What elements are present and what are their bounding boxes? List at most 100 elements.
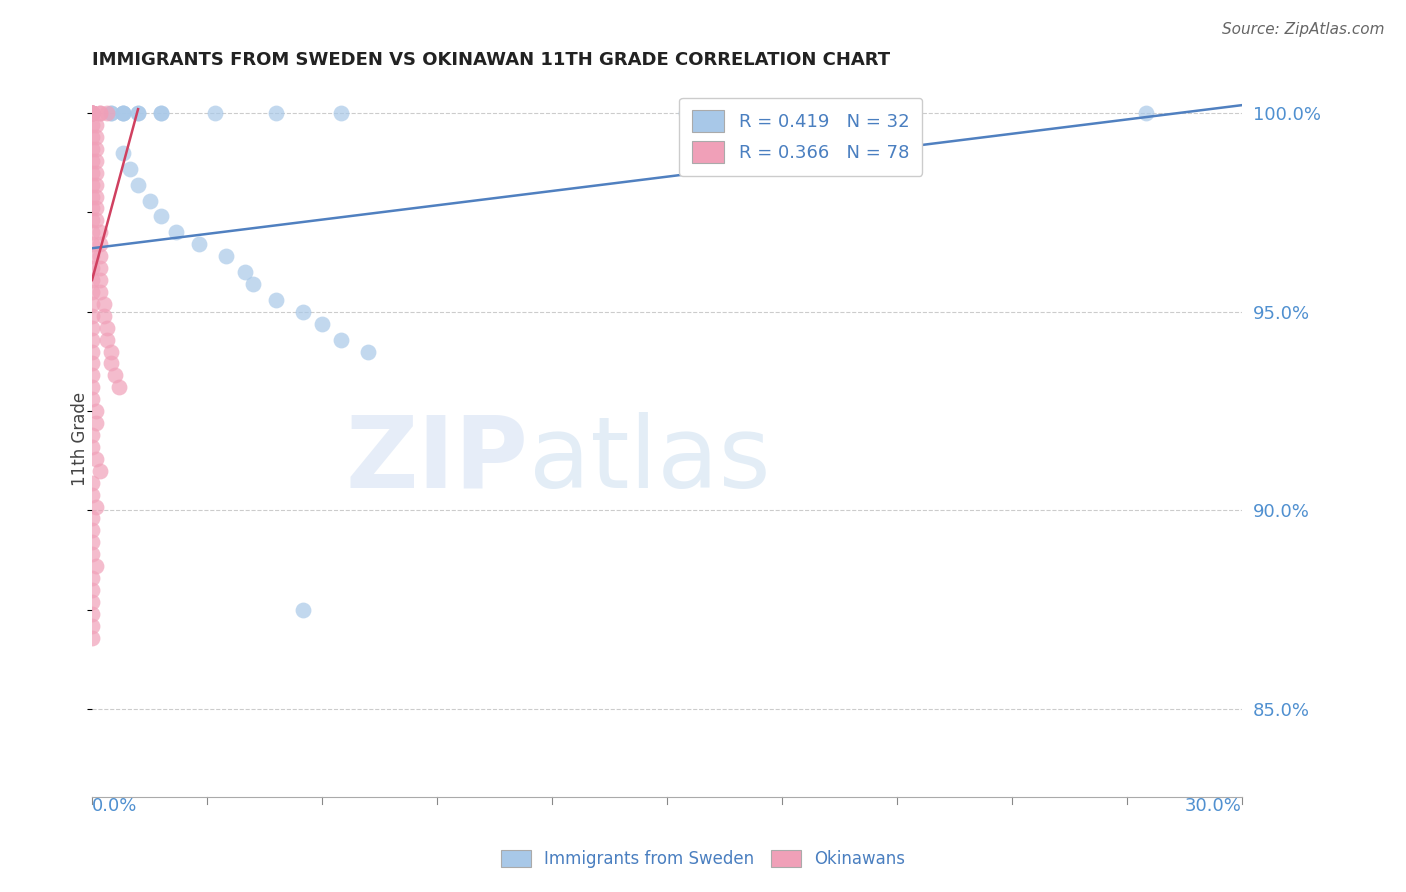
- Point: [291, 603, 314, 617]
- Point: [84, 142, 107, 156]
- Point: [264, 293, 287, 307]
- Point: [84, 202, 107, 216]
- Point: [80, 344, 103, 359]
- Point: [84, 559, 107, 574]
- Point: [80, 237, 103, 252]
- Point: [80, 202, 103, 216]
- Point: [150, 210, 173, 224]
- Point: [80, 106, 103, 120]
- Point: [80, 309, 103, 323]
- Point: [100, 344, 122, 359]
- Point: [215, 249, 238, 263]
- Point: [242, 277, 264, 291]
- Point: [96, 333, 118, 347]
- Point: [80, 535, 103, 549]
- Point: [84, 416, 107, 430]
- Point: [93, 309, 115, 323]
- Text: IMMIGRANTS FROM SWEDEN VS OKINAWAN 11TH GRADE CORRELATION CHART: IMMIGRANTS FROM SWEDEN VS OKINAWAN 11TH …: [91, 51, 890, 69]
- Point: [80, 571, 103, 585]
- Point: [80, 475, 103, 490]
- Point: [80, 225, 103, 239]
- Point: [80, 618, 103, 632]
- Point: [80, 189, 103, 203]
- Point: [150, 106, 173, 120]
- Point: [330, 106, 353, 120]
- Point: [80, 106, 103, 120]
- Point: [127, 106, 149, 120]
- Point: [80, 380, 103, 394]
- Legend: R = 0.419   N = 32, R = 0.366   N = 78: R = 0.419 N = 32, R = 0.366 N = 78: [679, 97, 922, 176]
- Point: [80, 631, 103, 645]
- Point: [80, 106, 103, 120]
- Point: [165, 225, 187, 239]
- Text: 0.0%: 0.0%: [91, 797, 138, 814]
- Point: [80, 595, 103, 609]
- Text: ZIP: ZIP: [346, 412, 529, 509]
- Point: [80, 106, 103, 120]
- Point: [233, 265, 256, 279]
- Y-axis label: 11th Grade: 11th Grade: [72, 392, 89, 486]
- Point: [111, 106, 134, 120]
- Point: [80, 142, 103, 156]
- Point: [80, 106, 103, 120]
- Point: [111, 145, 134, 160]
- Text: 30.0%: 30.0%: [1185, 797, 1241, 814]
- Point: [80, 130, 103, 145]
- Point: [89, 106, 111, 120]
- Point: [80, 524, 103, 538]
- Point: [675, 106, 697, 120]
- Point: [89, 464, 111, 478]
- Point: [80, 106, 103, 120]
- Point: [89, 237, 111, 252]
- Point: [80, 487, 103, 501]
- Point: [127, 178, 149, 192]
- Point: [100, 356, 122, 370]
- Point: [96, 320, 118, 334]
- Point: [127, 106, 149, 120]
- Point: [100, 106, 122, 120]
- Point: [80, 356, 103, 370]
- Point: [84, 189, 107, 203]
- Point: [204, 106, 226, 120]
- Point: [89, 225, 111, 239]
- Point: [80, 106, 103, 120]
- Point: [89, 249, 111, 263]
- Point: [80, 428, 103, 442]
- Point: [80, 607, 103, 621]
- Point: [100, 106, 122, 120]
- Point: [150, 106, 173, 120]
- Point: [84, 404, 107, 418]
- Point: [80, 392, 103, 407]
- Point: [84, 213, 107, 227]
- Point: [108, 380, 131, 394]
- Point: [80, 297, 103, 311]
- Point: [311, 317, 333, 331]
- Point: [80, 249, 103, 263]
- Point: [80, 166, 103, 180]
- Point: [111, 106, 134, 120]
- Point: [84, 500, 107, 514]
- Point: [89, 285, 111, 299]
- Point: [93, 297, 115, 311]
- Point: [264, 106, 287, 120]
- Point: [89, 261, 111, 276]
- Point: [84, 118, 107, 132]
- Point: [80, 273, 103, 287]
- Point: [80, 106, 103, 120]
- Point: [188, 237, 211, 252]
- Point: [80, 106, 103, 120]
- Point: [80, 547, 103, 561]
- Point: [80, 320, 103, 334]
- Point: [111, 106, 134, 120]
- Point: [330, 333, 353, 347]
- Point: [84, 130, 107, 145]
- Point: [80, 368, 103, 383]
- Point: [89, 273, 111, 287]
- Point: [84, 178, 107, 192]
- Point: [84, 451, 107, 466]
- Point: [89, 106, 111, 120]
- Point: [80, 106, 103, 120]
- Point: [80, 261, 103, 276]
- Point: [84, 166, 107, 180]
- Point: [80, 582, 103, 597]
